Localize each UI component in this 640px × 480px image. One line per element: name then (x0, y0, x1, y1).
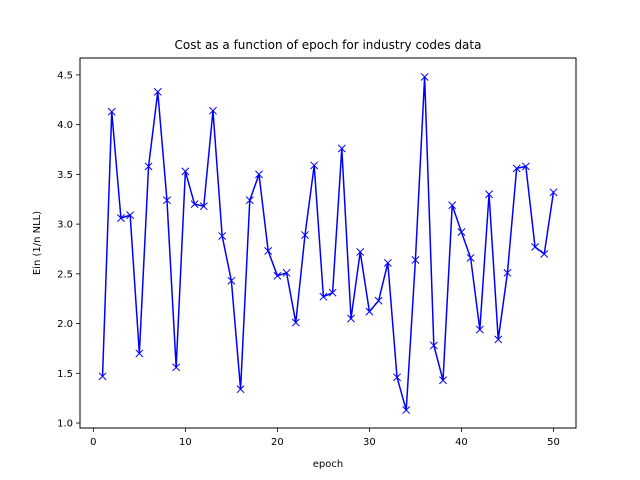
plot-area (98, 72, 558, 415)
data-point (365, 307, 374, 316)
chart-title: Cost as a function of epoch for industry… (175, 38, 482, 52)
data-point (411, 255, 420, 264)
data-point (356, 247, 365, 256)
data-point (98, 372, 107, 381)
data-point (420, 72, 429, 81)
data-point (209, 106, 217, 115)
data-point (264, 247, 273, 255)
data-point (291, 318, 300, 327)
x-tick-label: 10 (179, 437, 192, 448)
data-point (485, 190, 493, 199)
y-axis: 1.0 1.5 2.0 2.5 3.0 3.5 4.0 4.5 (57, 70, 80, 430)
data-point (282, 268, 291, 277)
x-tick-label: 50 (547, 437, 560, 448)
data-point (310, 161, 319, 170)
series-line (101, 76, 555, 411)
data-point (475, 325, 484, 334)
data-point (549, 188, 558, 197)
data-point (163, 196, 171, 205)
data-point (255, 170, 263, 179)
y-axis-label: Ein (1/n NLL) (32, 211, 43, 275)
data-point (153, 87, 162, 96)
data-point (402, 406, 411, 415)
y-tick-label: 2.0 (57, 319, 73, 330)
data-point (531, 243, 540, 251)
data-point (135, 349, 144, 358)
axes-frame (79, 57, 577, 429)
data-point (466, 253, 475, 262)
data-point (273, 271, 282, 280)
y-tick-label: 1.0 (57, 419, 73, 430)
data-point (521, 162, 530, 171)
data-point (383, 258, 392, 267)
data-point (245, 196, 254, 205)
data-point (457, 228, 466, 237)
data-point (107, 107, 116, 116)
y-tick-label: 4.5 (57, 70, 73, 81)
data-point (393, 373, 401, 382)
data-point (337, 144, 346, 153)
y-tick-label: 3.0 (57, 220, 73, 231)
data-point (227, 276, 236, 285)
data-point (116, 214, 125, 223)
y-tick-label: 1.5 (57, 369, 73, 380)
data-point (448, 201, 457, 210)
data-point (512, 164, 521, 173)
data-point (172, 363, 181, 372)
data-point (429, 341, 438, 350)
x-tick-label: 0 (90, 437, 96, 448)
data-point (319, 292, 328, 301)
data-point (126, 211, 135, 220)
x-axis-label: epoch (313, 459, 343, 470)
data-point (236, 385, 245, 394)
y-tick-label: 4.0 (57, 120, 73, 131)
x-axis: 0 10 20 30 40 50 (90, 428, 560, 448)
data-point (347, 314, 355, 323)
data-point (503, 268, 512, 277)
x-tick-label: 30 (363, 437, 376, 448)
data-point (190, 200, 199, 209)
data-point (439, 376, 447, 385)
x-tick-label: 40 (455, 437, 468, 448)
x-tick-label: 20 (271, 437, 284, 448)
data-point (374, 296, 383, 305)
data-point (301, 231, 309, 239)
data-point (144, 162, 153, 171)
data-point (181, 167, 190, 176)
data-point (328, 288, 337, 297)
data-point (540, 249, 549, 258)
data-point (218, 232, 227, 240)
data-point (494, 335, 503, 344)
data-point (199, 202, 208, 211)
y-tick-label: 2.5 (57, 269, 73, 280)
y-tick-label: 3.5 (57, 170, 73, 181)
